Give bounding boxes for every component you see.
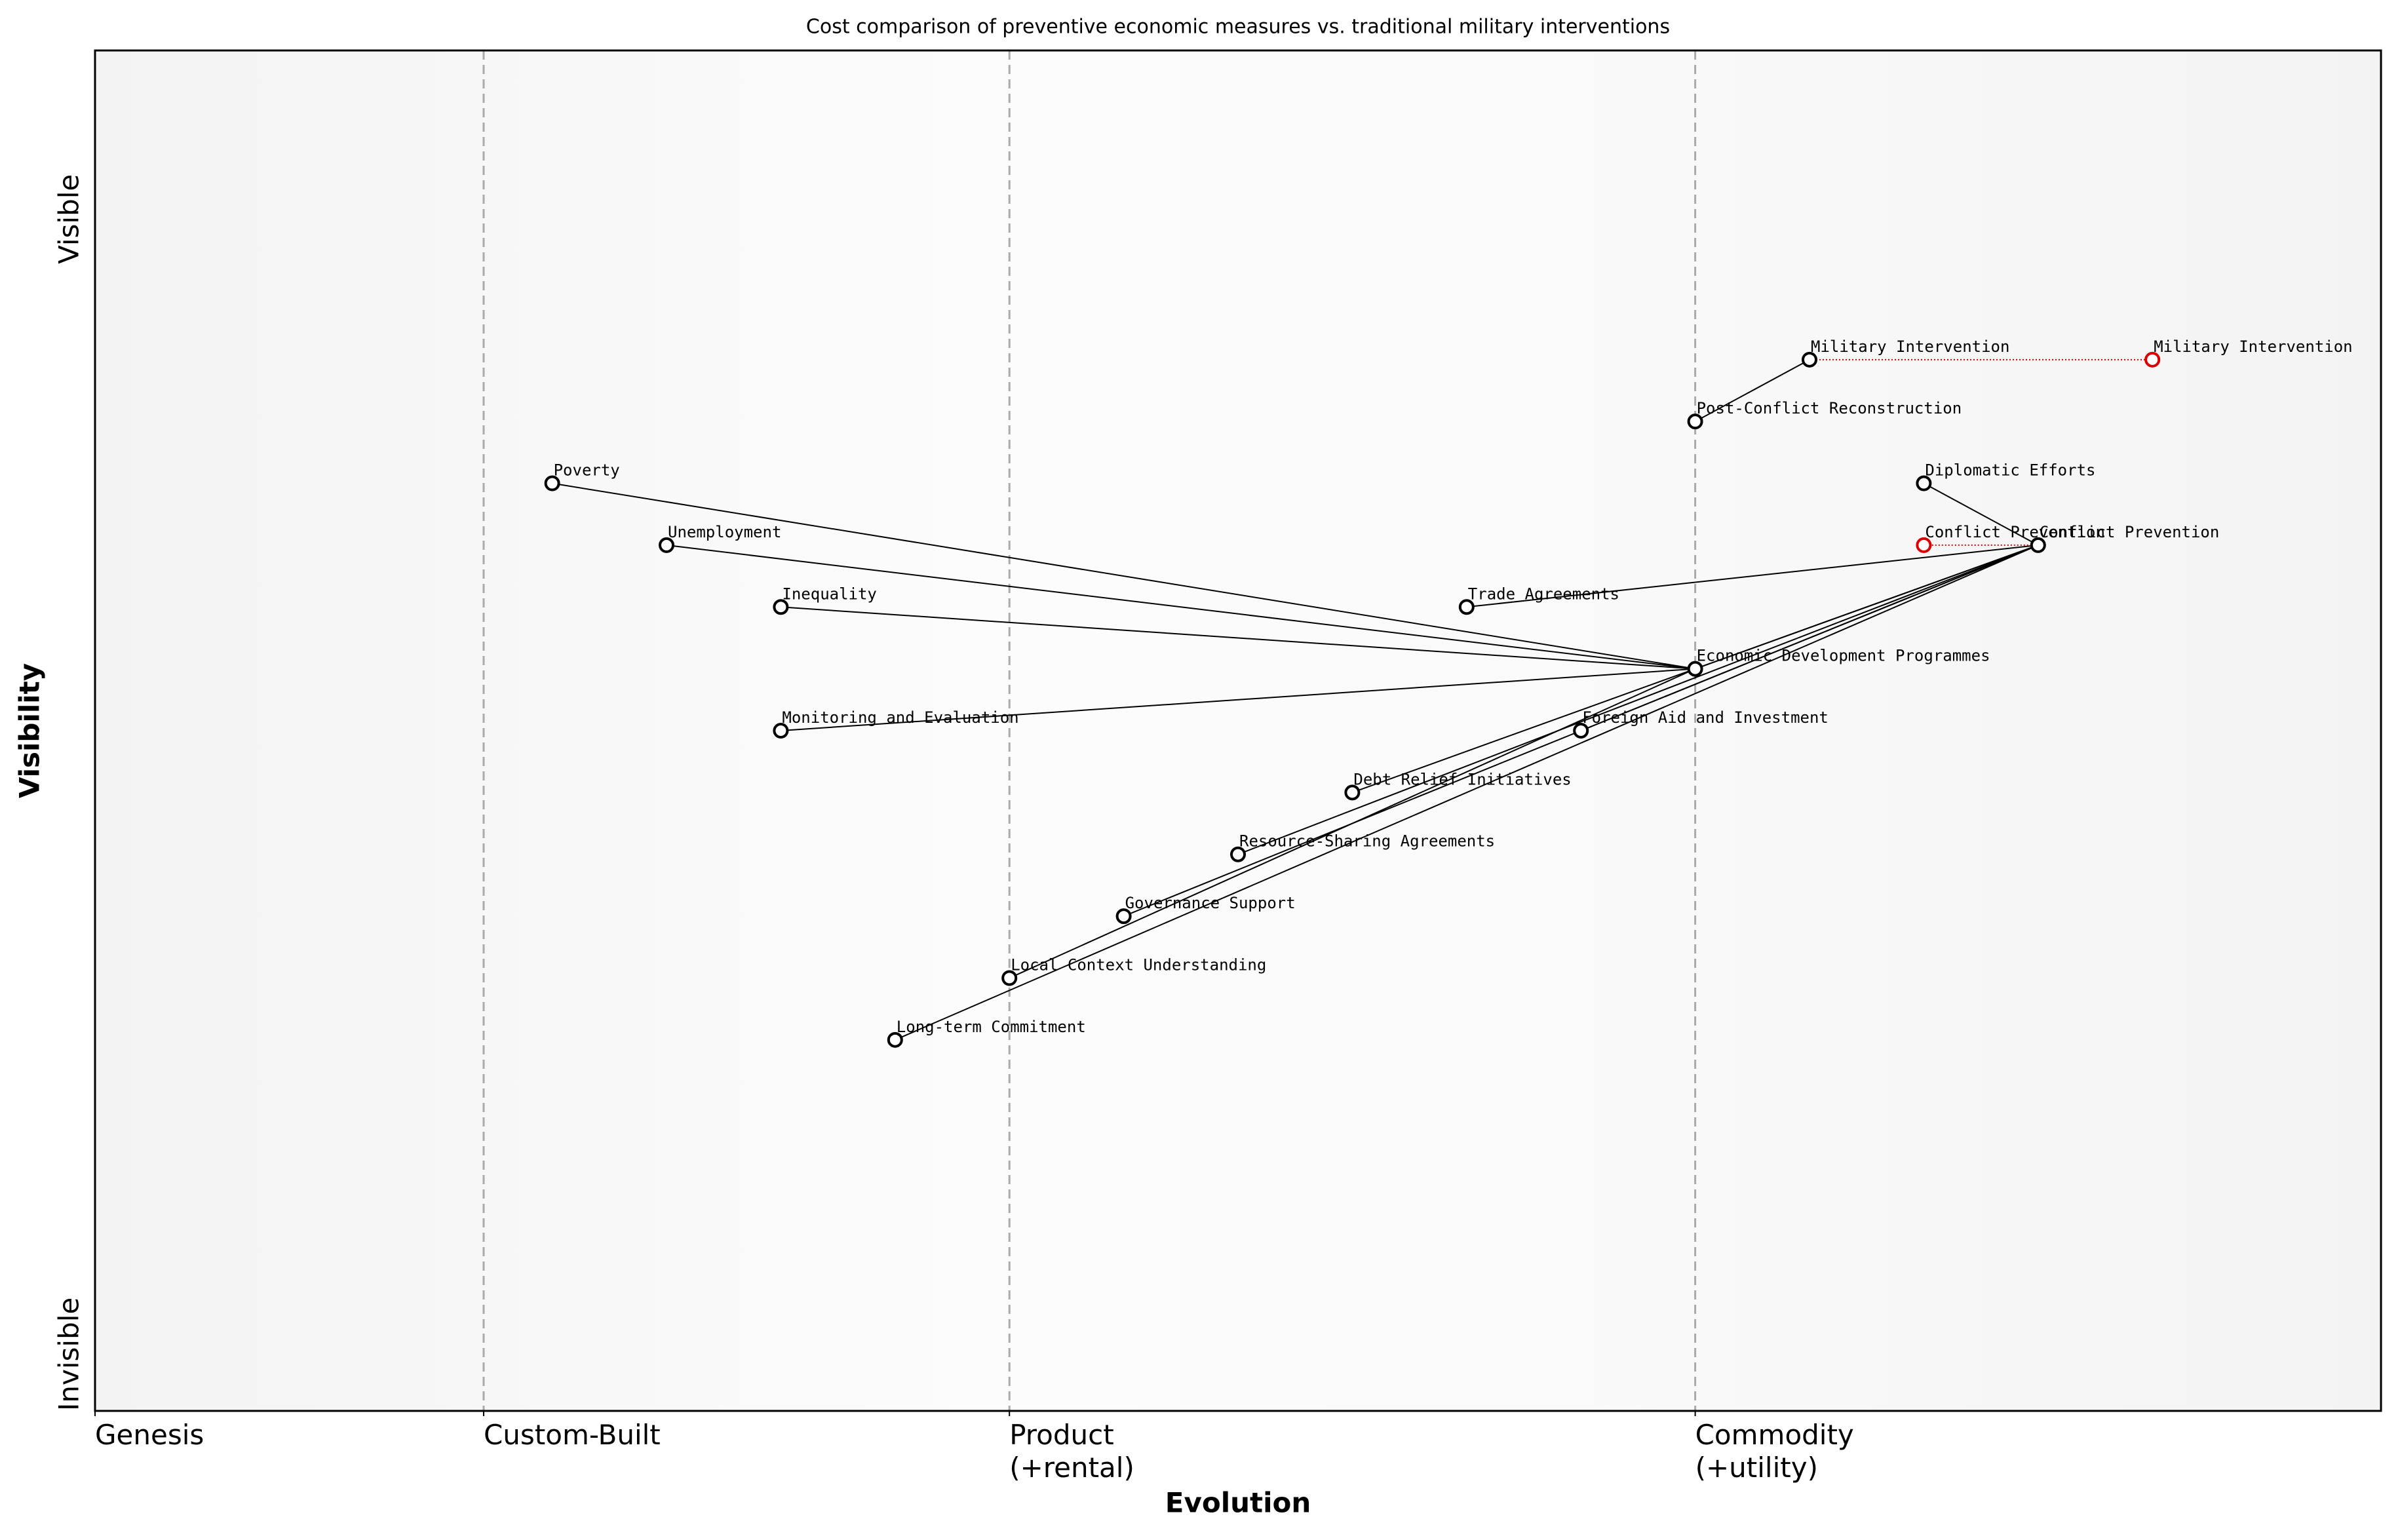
node-label: Long-term Commitment xyxy=(897,1018,1086,1036)
node-label: Local Context Understanding xyxy=(1011,955,1266,974)
marks: Military Intervention Conflict Prevention… xyxy=(544,337,2353,1048)
node xyxy=(887,1031,903,1048)
link xyxy=(1237,544,2039,855)
x-tick-label: Genesis xyxy=(95,1419,204,1451)
node xyxy=(544,475,560,491)
node-label: Debt Relief Initiatives xyxy=(1353,770,1571,788)
node-label: Economic Development Programmes xyxy=(1697,647,1990,665)
evolved-node xyxy=(1916,537,1932,553)
node-label: Unemployment xyxy=(668,523,781,541)
node-label: Conflict Prevention xyxy=(2040,523,2220,541)
node-label: Foreign Aid and Investment xyxy=(1582,708,1829,727)
node-label: Inequality xyxy=(782,585,877,603)
node xyxy=(1916,475,1932,491)
node xyxy=(1001,970,1018,986)
x-tick-label: Product (+rental) xyxy=(1009,1419,1134,1484)
node xyxy=(1344,784,1361,801)
node xyxy=(1230,846,1246,862)
node xyxy=(1458,599,1475,615)
plot-border xyxy=(94,49,2382,1412)
node xyxy=(659,537,674,553)
y-tick-label: Visible xyxy=(53,174,85,264)
link xyxy=(781,606,1695,670)
node-label: Trade Agreements xyxy=(1468,585,1619,603)
node xyxy=(1115,908,1132,925)
x-tick-label: Commodity (+utility) xyxy=(1695,1419,1854,1484)
node-label: Governance Support xyxy=(1125,894,1296,912)
plot-background xyxy=(95,50,2381,1411)
node-label: Monitoring and Evaluation xyxy=(782,708,1018,727)
node-label: Diplomatic Efforts xyxy=(1925,461,2095,480)
link xyxy=(552,482,1695,670)
x-axis-title: Evolution xyxy=(1165,1487,1311,1519)
evolved-node-label: Military Intervention xyxy=(2154,337,2352,356)
x-tick-label: Custom-Built xyxy=(483,1419,661,1451)
node-label: Poverty xyxy=(554,461,620,480)
link xyxy=(895,544,2039,1041)
node-label: Post-Conflict Reconstruction xyxy=(1697,399,1962,417)
evolved-node xyxy=(2144,351,2161,368)
y-tick-label: Invisible xyxy=(53,1298,85,1411)
node xyxy=(1573,723,1589,739)
node xyxy=(1687,414,1703,430)
node-label: Resource-Sharing Agreements xyxy=(1239,832,1495,851)
node-label: Military Intervention xyxy=(1811,337,2009,356)
link xyxy=(781,668,1695,731)
node xyxy=(2030,537,2046,553)
evolved-node-label: Conflict Prevention xyxy=(1925,523,2105,541)
node xyxy=(773,599,789,615)
chart-title: Cost comparison of preventive economic m… xyxy=(806,16,1670,39)
node xyxy=(1802,351,1817,368)
node xyxy=(773,723,789,739)
link xyxy=(1695,358,1810,423)
link xyxy=(666,544,1695,670)
link xyxy=(1466,544,2038,608)
node xyxy=(1687,661,1703,677)
link xyxy=(1923,482,2039,546)
y-axis-title: Visibility xyxy=(14,663,46,798)
